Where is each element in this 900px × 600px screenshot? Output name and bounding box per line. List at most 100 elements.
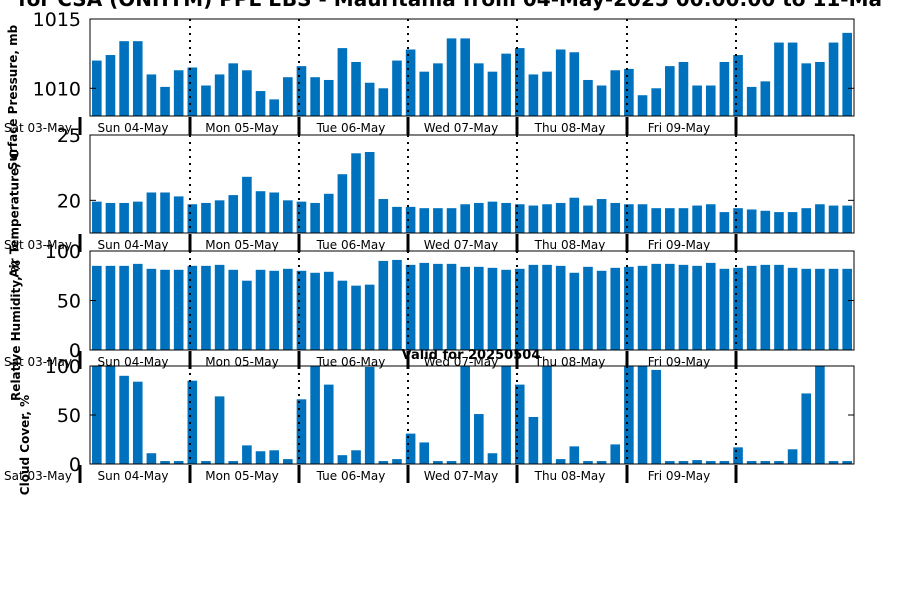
bar <box>705 204 716 233</box>
bar <box>569 52 580 116</box>
bar <box>610 444 621 464</box>
bar <box>378 461 389 464</box>
bar <box>678 461 689 464</box>
bar <box>651 263 661 350</box>
bar <box>692 460 702 464</box>
bar <box>637 95 648 116</box>
bar <box>419 262 430 350</box>
bar <box>419 71 430 116</box>
bar <box>828 42 839 117</box>
bar <box>364 82 375 116</box>
bar <box>433 208 443 233</box>
bar <box>501 269 511 350</box>
bar <box>187 204 198 233</box>
bar <box>296 270 307 350</box>
bar <box>801 393 812 464</box>
bar <box>146 268 157 350</box>
day-label: Fri 09-May <box>648 469 711 483</box>
bar <box>596 85 607 116</box>
bar <box>446 263 457 350</box>
bar <box>255 91 266 116</box>
bar <box>733 55 743 116</box>
bar <box>542 264 552 350</box>
bar <box>705 262 716 350</box>
day-label: Fri 09-May <box>648 238 711 252</box>
bar <box>501 202 511 233</box>
ytick-label: 50 <box>57 405 81 427</box>
bar <box>351 153 361 233</box>
bar <box>528 74 539 116</box>
bar <box>187 265 198 350</box>
bar <box>242 176 252 233</box>
ytick-label: 0 <box>69 340 81 362</box>
bar <box>392 60 402 116</box>
bar <box>678 61 689 116</box>
bar <box>746 209 757 233</box>
bar <box>842 461 852 464</box>
bar <box>528 205 539 233</box>
axes-frame <box>89 18 855 117</box>
bar <box>460 366 470 464</box>
bar <box>337 455 348 464</box>
bar <box>310 202 320 233</box>
bar <box>501 53 511 116</box>
bar <box>624 204 634 233</box>
bar <box>774 42 784 117</box>
bar <box>92 265 102 350</box>
day-label: Mon 05-May <box>205 121 279 135</box>
bar <box>132 263 143 350</box>
bar <box>160 269 170 350</box>
bar <box>501 366 511 464</box>
bar <box>815 268 825 350</box>
bar <box>201 202 211 233</box>
bar <box>378 199 389 233</box>
bar <box>419 208 430 233</box>
bar <box>392 206 402 233</box>
bar <box>542 366 552 464</box>
day-label: Tue 06-May <box>316 355 386 369</box>
bar <box>733 208 743 233</box>
bar <box>132 41 143 116</box>
bar <box>337 174 348 233</box>
bar <box>187 67 198 116</box>
bar <box>283 200 293 233</box>
bar <box>460 38 470 116</box>
bar <box>283 268 293 350</box>
bar <box>583 79 593 116</box>
bar <box>692 85 702 116</box>
bar <box>269 192 279 233</box>
bar <box>433 63 443 116</box>
bar <box>815 61 825 116</box>
bar <box>173 269 184 350</box>
bar <box>555 265 566 350</box>
bar <box>583 266 593 350</box>
bar <box>228 63 239 116</box>
bar <box>624 68 634 116</box>
bar <box>842 205 852 233</box>
bar <box>337 280 348 350</box>
bar <box>514 384 525 464</box>
day-label: Wed 07-May <box>424 469 498 483</box>
bar <box>214 74 225 116</box>
bar <box>146 74 157 116</box>
bar <box>828 268 839 350</box>
bar <box>760 264 771 350</box>
bar <box>119 265 129 350</box>
bar <box>323 271 334 350</box>
bar <box>746 461 757 464</box>
bar <box>269 270 279 350</box>
bar <box>119 41 129 116</box>
bar <box>528 264 539 350</box>
bar <box>760 461 771 464</box>
bar <box>583 205 593 233</box>
bar <box>555 459 566 464</box>
bar <box>596 199 607 233</box>
bar <box>719 268 730 350</box>
bar <box>692 265 702 350</box>
day-label: Sat 03-May <box>4 238 72 252</box>
ytick-label: 100 <box>45 356 81 378</box>
bar <box>92 60 102 116</box>
bar <box>296 66 307 116</box>
bar <box>92 366 102 464</box>
bar <box>678 264 689 350</box>
